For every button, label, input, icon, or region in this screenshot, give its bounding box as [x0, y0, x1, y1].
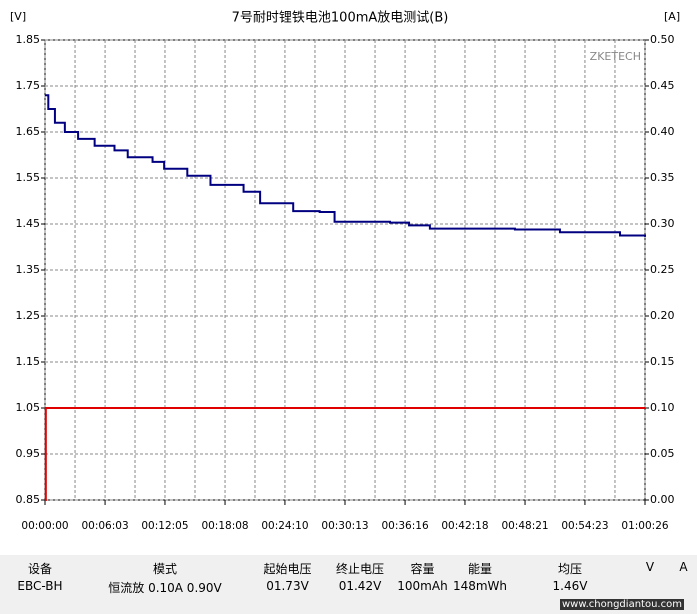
data-line — [44, 407, 645, 501]
y-tick-label: 1.75 — [16, 79, 41, 92]
x-tick-label: 00:18:08 — [201, 520, 248, 532]
y2-unit: [A] — [664, 10, 680, 23]
table-header: V — [645, 560, 655, 574]
y2-tick-label: 0.15 — [650, 355, 675, 368]
x-tick-label: 00:54:23 — [561, 520, 608, 532]
table-cell: 01.73V — [266, 579, 309, 593]
chart: 7号耐时锂铁电池100mA放电测试(B) [V] [A] ZKETECH 0.8… — [10, 10, 680, 532]
table-header: 起始电压 — [263, 562, 312, 576]
y-unit: [V] — [10, 10, 26, 23]
site-watermark: www.chongdiantou.com — [560, 599, 684, 610]
table-cell: 100mAh — [397, 579, 448, 593]
table-header: 设备 — [27, 562, 52, 576]
table-header: 模式 — [152, 562, 177, 576]
y2-tick-label: 0.00 — [650, 493, 675, 506]
table-cell: 01.42V — [338, 579, 382, 593]
table-cell: 1.46V — [552, 579, 588, 593]
table-header: 容量 — [410, 562, 435, 576]
table-header: A — [679, 560, 688, 574]
x-tick-label: 00:12:05 — [141, 520, 188, 532]
y-tick-label: 1.55 — [16, 171, 41, 184]
x-tick-label: 00:00:00 — [21, 520, 68, 532]
data-line — [45, 94, 646, 237]
chart-title: 7号耐时锂铁电池100mA放电测试(B) — [232, 11, 449, 26]
y2-tick-label: 0.20 — [650, 309, 675, 322]
y2-tick-label: 0.30 — [650, 217, 675, 230]
table-cell: 恒流放 0.10A 0.90V — [108, 581, 222, 595]
y-tick-label: 0.85 — [16, 493, 41, 506]
y-tick-label: 0.95 — [16, 447, 41, 460]
y2-tick-label: 0.40 — [650, 125, 675, 138]
table-cell: 148mWh — [452, 579, 508, 593]
y2-tick-label: 0.35 — [650, 171, 675, 184]
y2-tick-label: 0.25 — [650, 263, 675, 276]
y-tick-label: 1.15 — [16, 355, 41, 368]
y-tick-label: 1.85 — [16, 33, 41, 46]
x-tick-label: 00:36:16 — [381, 520, 428, 532]
x-tick-label: 00:48:21 — [501, 520, 548, 532]
y-tick-label: 1.35 — [16, 263, 41, 276]
y-tick-label: 1.05 — [16, 401, 41, 414]
y-tick-label: 1.65 — [16, 125, 41, 138]
x-tick-label: 00:06:03 — [81, 520, 128, 532]
table-header: 均压 — [557, 562, 582, 576]
x-tick-label: 01:00:26 — [621, 520, 668, 532]
y2-tick-label: 0.05 — [650, 447, 675, 460]
x-tick-label: 00:42:18 — [441, 520, 488, 532]
table-cell: EBC-BH — [17, 579, 63, 593]
y2-tick-label: 0.10 — [650, 401, 675, 414]
y-tick-label: 1.45 — [16, 217, 41, 230]
x-tick-label: 00:24:10 — [261, 520, 308, 532]
table-header: 终止电压 — [335, 562, 384, 576]
y-tick-label: 1.25 — [16, 309, 41, 322]
x-tick-label: 00:30:13 — [321, 520, 368, 532]
summary-table: 设备 模式 起始电压 终止电压 容量 能量 均压 V A EBC-BH 恒流放 0.10A 0.90… — [0, 555, 697, 614]
y2-tick-label: 0.45 — [650, 79, 675, 92]
y2-tick-label: 0.50 — [650, 33, 675, 46]
table-header: 能量 — [467, 562, 492, 576]
